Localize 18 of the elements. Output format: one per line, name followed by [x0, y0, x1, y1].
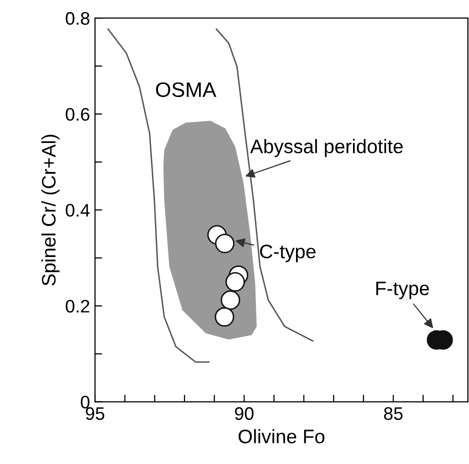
y-tick-label: 0.8: [66, 12, 90, 25]
y-axis-title: Spinel Cr/ (Cr+Al): [41, 134, 60, 286]
x-axis-title: Olivine Fo: [238, 429, 324, 444]
point: [220, 290, 240, 310]
annotation: C-type: [260, 244, 316, 262]
x-tick-label: 85: [384, 407, 403, 420]
y-tick-label: 0.6: [66, 108, 90, 121]
annotation: F-type: [376, 282, 429, 300]
y-tick-label: 0.2: [66, 300, 90, 313]
point: [225, 272, 245, 292]
x-tick-label: 90: [234, 407, 254, 420]
annotation: OSMA: [156, 82, 216, 98]
annotation: Abyssal peridotite: [250, 139, 403, 158]
y-tick-label: 0: [80, 396, 90, 409]
point: [214, 307, 234, 327]
y-tick-label: 0.4: [66, 204, 90, 217]
x-tick-label: 95: [86, 407, 104, 420]
point: [215, 234, 235, 254]
